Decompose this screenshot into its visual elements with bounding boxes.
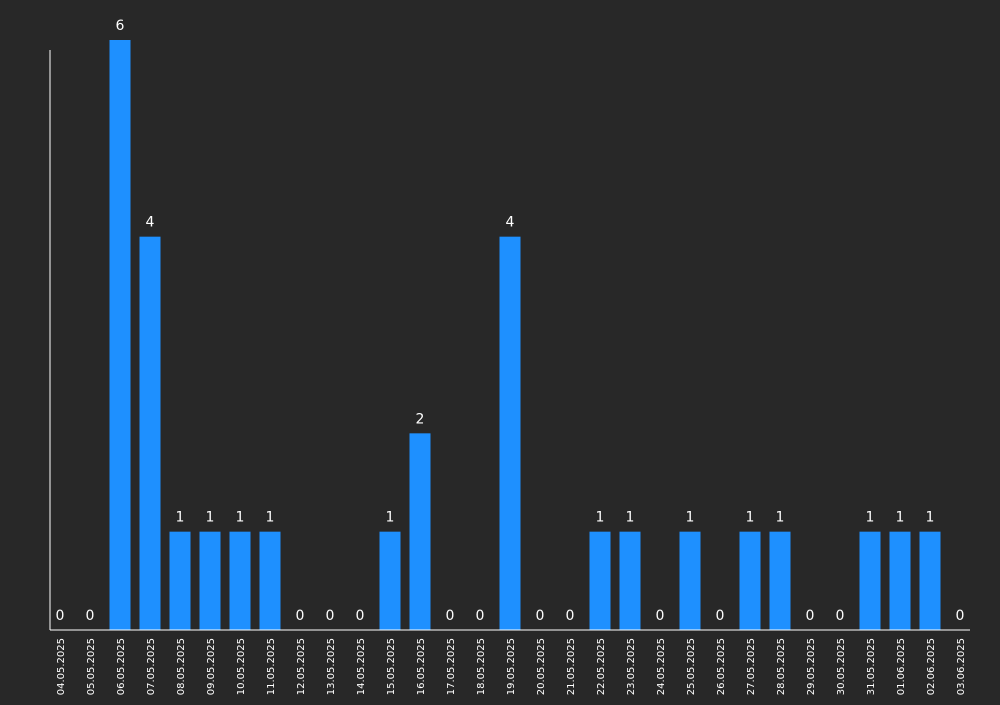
x-tick-label: 25.05.2025 — [686, 638, 697, 695]
x-tick-label: 27.05.2025 — [746, 638, 757, 695]
bar-value-label: 0 — [656, 608, 665, 624]
x-tick-label: 03.06.2025 — [956, 638, 967, 695]
bar-value-label: 0 — [716, 608, 725, 624]
x-tick-label: 10.05.2025 — [236, 638, 247, 695]
x-tick-label: 05.05.2025 — [86, 638, 97, 695]
x-tick-label: 14.05.2025 — [356, 638, 367, 695]
bar-value-label: 0 — [956, 608, 965, 624]
axes-group — [49, 50, 970, 631]
x-tick-label: 22.05.2025 — [596, 638, 607, 695]
bar — [679, 531, 701, 630]
bar — [619, 531, 641, 630]
x-tick-label: 16.05.2025 — [416, 638, 427, 695]
bar-value-label: 1 — [866, 510, 875, 526]
x-tick-label: 30.05.2025 — [836, 638, 847, 695]
bar-value-label: 1 — [386, 510, 395, 526]
x-tick-labels-group: 04.05.2025 05.05.2025 06.05.2025 07.05.2025… — [56, 638, 967, 695]
bar-value-label: 0 — [566, 608, 575, 624]
bar-value-label: 1 — [596, 510, 605, 526]
x-tick-label: 01.06.2025 — [896, 638, 907, 695]
x-tick-label: 06.05.2025 — [116, 638, 127, 695]
x-tick-label: 21.05.2025 — [566, 638, 577, 695]
bar-value-label: 2 — [416, 411, 425, 427]
value-labels-group: 0 0 6 4 1 1 1 1 0 0 0 1 2 0 0 4 0 0 1 1 0 1 0 1 1 0 0 1 1 1 0 — [56, 18, 965, 624]
bar-value-label: 0 — [446, 608, 455, 624]
x-tick-label: 20.05.2025 — [536, 638, 547, 695]
x-tick-label: 07.05.2025 — [146, 638, 157, 695]
x-tick-label: 23.05.2025 — [626, 638, 637, 695]
x-tick-label: 12.05.2025 — [296, 638, 307, 695]
bar — [739, 531, 761, 630]
bar-value-label: 4 — [506, 215, 515, 231]
bar-value-label: 1 — [896, 510, 905, 526]
bars-group — [109, 40, 941, 631]
x-tick-label: 13.05.2025 — [326, 638, 337, 695]
x-tick-label: 04.05.2025 — [56, 638, 67, 695]
x-tick-label: 31.05.2025 — [866, 638, 877, 695]
bar — [109, 40, 131, 630]
bar-value-label: 1 — [926, 510, 935, 526]
bar — [919, 531, 941, 630]
x-tick-label: 02.06.2025 — [926, 638, 937, 695]
bar-value-label: 0 — [86, 608, 95, 624]
bar-value-label: 6 — [116, 18, 125, 34]
bar-value-label: 0 — [836, 608, 845, 624]
x-tick-label: 18.05.2025 — [476, 638, 487, 695]
bar — [769, 531, 791, 630]
bar — [379, 531, 401, 630]
x-tick-label: 09.05.2025 — [206, 638, 217, 695]
bar-value-label: 1 — [686, 510, 695, 526]
bar-value-label: 4 — [146, 215, 155, 231]
bar-value-label: 1 — [776, 510, 785, 526]
bar-value-label: 0 — [806, 608, 815, 624]
bar — [139, 236, 161, 631]
bar — [859, 531, 881, 630]
bar — [169, 531, 191, 630]
x-tick-label: 26.05.2025 — [716, 638, 727, 695]
bar-value-label: 1 — [266, 510, 275, 526]
bar-value-label: 1 — [206, 510, 215, 526]
bar-value-label: 1 — [746, 510, 755, 526]
bar — [889, 531, 911, 630]
x-tick-label: 24.05.2025 — [656, 638, 667, 695]
bar-value-label: 1 — [236, 510, 245, 526]
bar — [499, 236, 521, 631]
x-tick-label: 11.05.2025 — [266, 638, 277, 695]
x-tick-label: 19.05.2025 — [506, 638, 517, 695]
bar-value-label: 0 — [356, 608, 365, 624]
bar-value-label: 0 — [536, 608, 545, 624]
bar-value-label: 1 — [176, 510, 185, 526]
x-tick-label: 15.05.2025 — [386, 638, 397, 695]
bar — [199, 531, 221, 630]
bar — [229, 531, 251, 630]
x-tick-label: 08.05.2025 — [176, 638, 187, 695]
x-tick-label: 29.05.2025 — [806, 638, 817, 695]
x-tick-label: 28.05.2025 — [776, 638, 787, 695]
bar-value-label: 0 — [326, 608, 335, 624]
bar-value-label: 1 — [626, 510, 635, 526]
x-tick-label: 17.05.2025 — [446, 638, 457, 695]
bar — [259, 531, 281, 630]
bar-value-label: 0 — [56, 608, 65, 624]
bar-value-label: 0 — [296, 608, 305, 624]
bar — [589, 531, 611, 630]
bar — [409, 433, 431, 630]
bar-value-label: 0 — [476, 608, 485, 624]
